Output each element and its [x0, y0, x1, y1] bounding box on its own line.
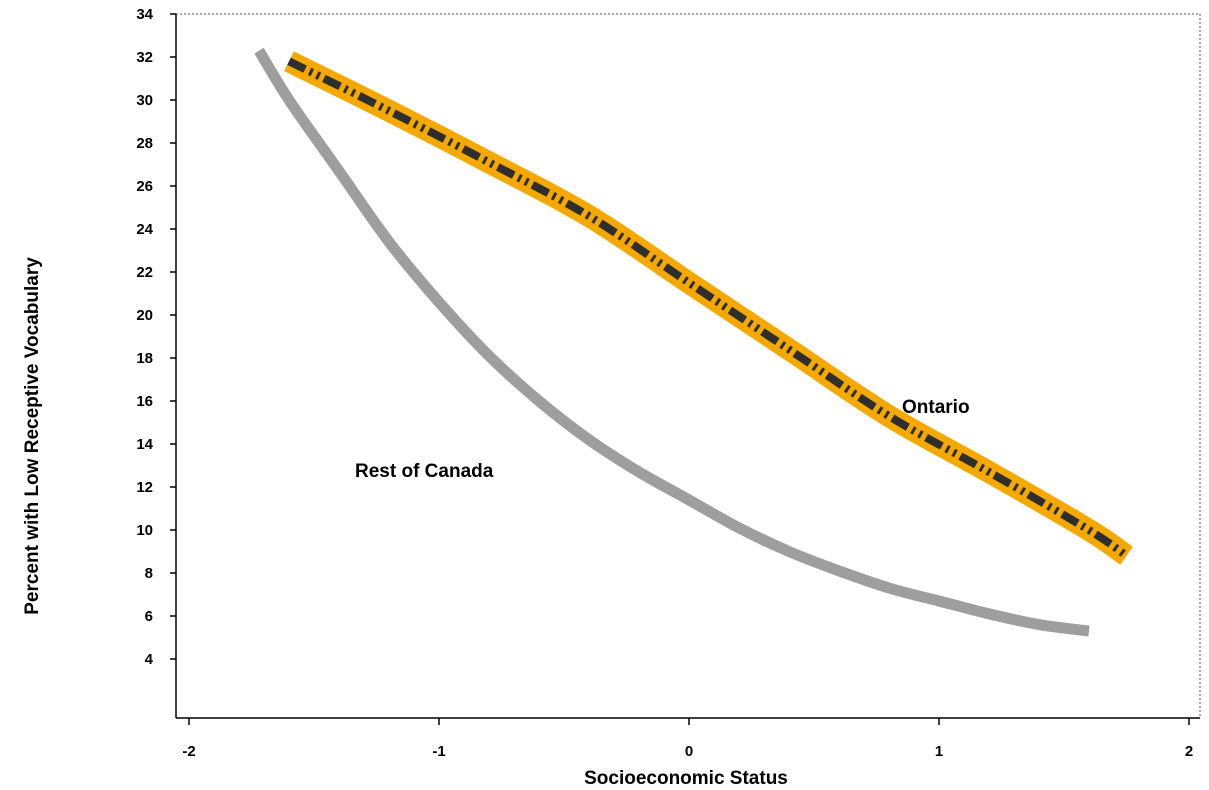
ontario-inner-dash: [287, 57, 1129, 560]
series-label-ontario: Ontario: [902, 397, 970, 418]
x-tick-label: 1: [935, 743, 943, 760]
x-axis-ticks: -2 -1 0 1 2: [182, 718, 1193, 760]
x-tick-label: 2: [1185, 743, 1193, 760]
y-tick-label: 16: [136, 393, 153, 410]
series-layer: [254, 47, 1133, 637]
y-tick-label: 30: [136, 92, 153, 109]
y-tick-label: 12: [136, 479, 153, 496]
series-line-ontario: [284, 51, 1133, 565]
x-tick-label: -1: [432, 743, 445, 760]
y-tick-label: 10: [136, 522, 153, 539]
y-tick-label: 8: [145, 565, 153, 582]
y-tick-label: 6: [145, 608, 153, 625]
y-tick-label: 22: [136, 264, 153, 281]
y-tick-label: 14: [136, 436, 153, 453]
plot-area-frame: [175, 13, 1201, 719]
y-tick-label: 26: [136, 178, 153, 195]
x-tick-label: 0: [685, 743, 693, 760]
y-tick-label: 32: [136, 49, 153, 66]
x-tick-label: -2: [182, 743, 195, 760]
series-line-rest-of-canada: [254, 47, 1090, 637]
series-label-rest-of-canada: Rest of Canada: [355, 461, 494, 482]
y-tick-label: 20: [136, 307, 153, 324]
y-axis-title: Percent with Low Receptive Vocabulary: [22, 257, 43, 615]
y-tick-label: 18: [136, 350, 153, 367]
y-tick-label: 4: [145, 651, 154, 668]
x-axis-title: Socioeconomic Status: [584, 768, 788, 789]
y-tick-label: 28: [136, 135, 153, 152]
y-tick-label: 24: [136, 221, 153, 238]
y-tick-label: 34: [136, 6, 153, 23]
y-axis-ticks: 4 6 8 10 12 14 16 18 20 22 24 26 28 30 32 34: [136, 6, 176, 668]
